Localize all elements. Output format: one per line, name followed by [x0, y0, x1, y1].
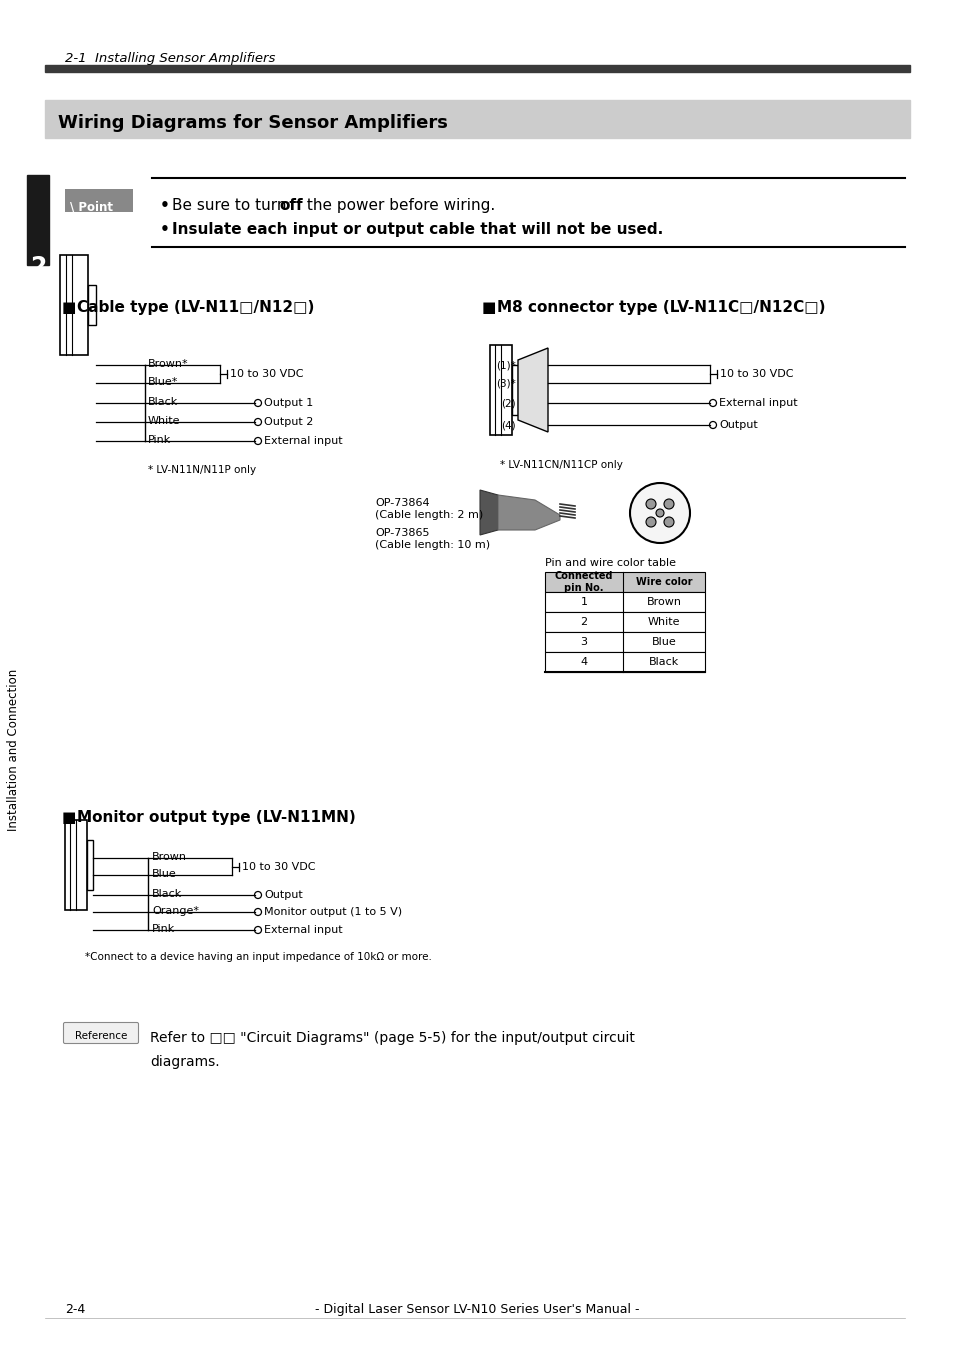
Bar — [45, 65, 909, 72]
Text: Output: Output — [719, 420, 757, 430]
Text: Wire color: Wire color — [635, 577, 692, 587]
Text: Be sure to turn: Be sure to turn — [172, 197, 291, 214]
Text: Refer to □□ "Circuit Diagrams" (page 5-5) for the input/output circuit: Refer to □□ "Circuit Diagrams" (page 5-5… — [150, 1032, 634, 1045]
Text: External input: External input — [719, 397, 797, 408]
Bar — [45, 100, 909, 138]
Text: ■: ■ — [481, 300, 496, 315]
Circle shape — [645, 499, 656, 508]
Text: 2: 2 — [30, 256, 46, 279]
Text: (3)*: (3)* — [496, 379, 516, 388]
Text: Insulate each input or output cable that will not be used.: Insulate each input or output cable that… — [172, 222, 662, 237]
Text: Output 1: Output 1 — [264, 397, 313, 408]
Text: Pink: Pink — [152, 923, 175, 934]
Text: * LV-N11CN/N11CP only: * LV-N11CN/N11CP only — [499, 460, 622, 470]
Text: Orange*: Orange* — [152, 906, 199, 917]
Circle shape — [663, 516, 673, 527]
Bar — [65, 189, 132, 212]
Text: White: White — [148, 416, 180, 426]
Text: Cable type (LV-N11□/N12□): Cable type (LV-N11□/N12□) — [77, 300, 314, 315]
Text: 3: 3 — [579, 637, 587, 648]
Polygon shape — [517, 347, 547, 433]
Text: the power before wiring.: the power before wiring. — [302, 197, 495, 214]
Text: (1)*: (1)* — [496, 360, 516, 370]
Text: M8 connector type (LV-N11C□/N12C□): M8 connector type (LV-N11C□/N12C□) — [497, 300, 824, 315]
Text: (4): (4) — [501, 420, 516, 430]
Bar — [490, 345, 512, 435]
Text: Black: Black — [148, 397, 178, 407]
Text: 10 to 30 VDC: 10 to 30 VDC — [720, 369, 793, 379]
Text: OP-73864
(Cable length: 2 m): OP-73864 (Cable length: 2 m) — [375, 498, 483, 519]
Text: *Connect to a device having an input impedance of 10kΩ or more.: *Connect to a device having an input imp… — [85, 952, 432, 963]
Text: 2-4: 2-4 — [65, 1303, 85, 1315]
Text: (2): (2) — [501, 397, 516, 408]
Text: off: off — [278, 197, 302, 214]
Circle shape — [656, 508, 663, 516]
Text: Pin and wire color table: Pin and wire color table — [544, 558, 676, 568]
Bar — [87, 840, 92, 890]
Text: 2-1  Installing Sensor Amplifiers: 2-1 Installing Sensor Amplifiers — [65, 51, 275, 65]
Text: Black: Black — [648, 657, 679, 667]
Bar — [27, 174, 49, 265]
Text: White: White — [647, 617, 679, 627]
FancyBboxPatch shape — [64, 1022, 138, 1044]
Bar — [544, 612, 704, 631]
Bar — [544, 652, 704, 672]
Text: * LV-N11N/N11P only: * LV-N11N/N11P only — [148, 465, 255, 475]
Polygon shape — [479, 489, 497, 535]
Bar — [544, 572, 704, 592]
Circle shape — [645, 516, 656, 527]
Text: Blue: Blue — [651, 637, 676, 648]
Text: 1: 1 — [579, 598, 587, 607]
Text: Black: Black — [152, 890, 182, 899]
Bar — [544, 631, 704, 652]
Text: 4: 4 — [579, 657, 587, 667]
Bar — [512, 365, 517, 415]
Text: Blue: Blue — [152, 869, 176, 879]
Text: ■: ■ — [62, 810, 76, 825]
Text: External input: External input — [264, 435, 342, 446]
Text: Monitor output type (LV-N11MN): Monitor output type (LV-N11MN) — [77, 810, 355, 825]
Text: ■: ■ — [62, 300, 76, 315]
Text: 2: 2 — [579, 617, 587, 627]
Text: Brown: Brown — [152, 852, 187, 863]
Text: - Digital Laser Sensor LV-N10 Series User's Manual -: - Digital Laser Sensor LV-N10 Series Use… — [314, 1303, 639, 1315]
Text: 10 to 30 VDC: 10 to 30 VDC — [242, 861, 315, 872]
Polygon shape — [497, 495, 559, 530]
Bar — [88, 285, 96, 324]
Bar — [544, 592, 704, 612]
Bar — [65, 821, 87, 910]
Text: Wiring Diagrams for Sensor Amplifiers: Wiring Diagrams for Sensor Amplifiers — [58, 114, 447, 132]
Text: Connected
pin No.: Connected pin No. — [554, 571, 613, 592]
Text: diagrams.: diagrams. — [150, 1055, 219, 1069]
Text: Blue*: Blue* — [148, 377, 178, 387]
Text: Installation and Connection: Installation and Connection — [8, 669, 20, 831]
Text: Brown: Brown — [646, 598, 680, 607]
Text: •: • — [160, 222, 175, 237]
Bar — [60, 256, 88, 356]
Text: \ Point: \ Point — [70, 200, 112, 214]
Circle shape — [663, 499, 673, 508]
Text: Pink: Pink — [148, 435, 172, 445]
Text: Output: Output — [264, 890, 302, 900]
Text: OP-73865
(Cable length: 10 m): OP-73865 (Cable length: 10 m) — [375, 529, 490, 550]
Circle shape — [629, 483, 689, 544]
Text: Reference: Reference — [74, 1032, 127, 1041]
Text: External input: External input — [264, 925, 342, 936]
Text: 10 to 30 VDC: 10 to 30 VDC — [230, 369, 303, 379]
Text: •: • — [160, 197, 175, 214]
Text: Monitor output (1 to 5 V): Monitor output (1 to 5 V) — [264, 907, 402, 917]
Text: Output 2: Output 2 — [264, 416, 313, 427]
Text: Brown*: Brown* — [148, 360, 189, 369]
